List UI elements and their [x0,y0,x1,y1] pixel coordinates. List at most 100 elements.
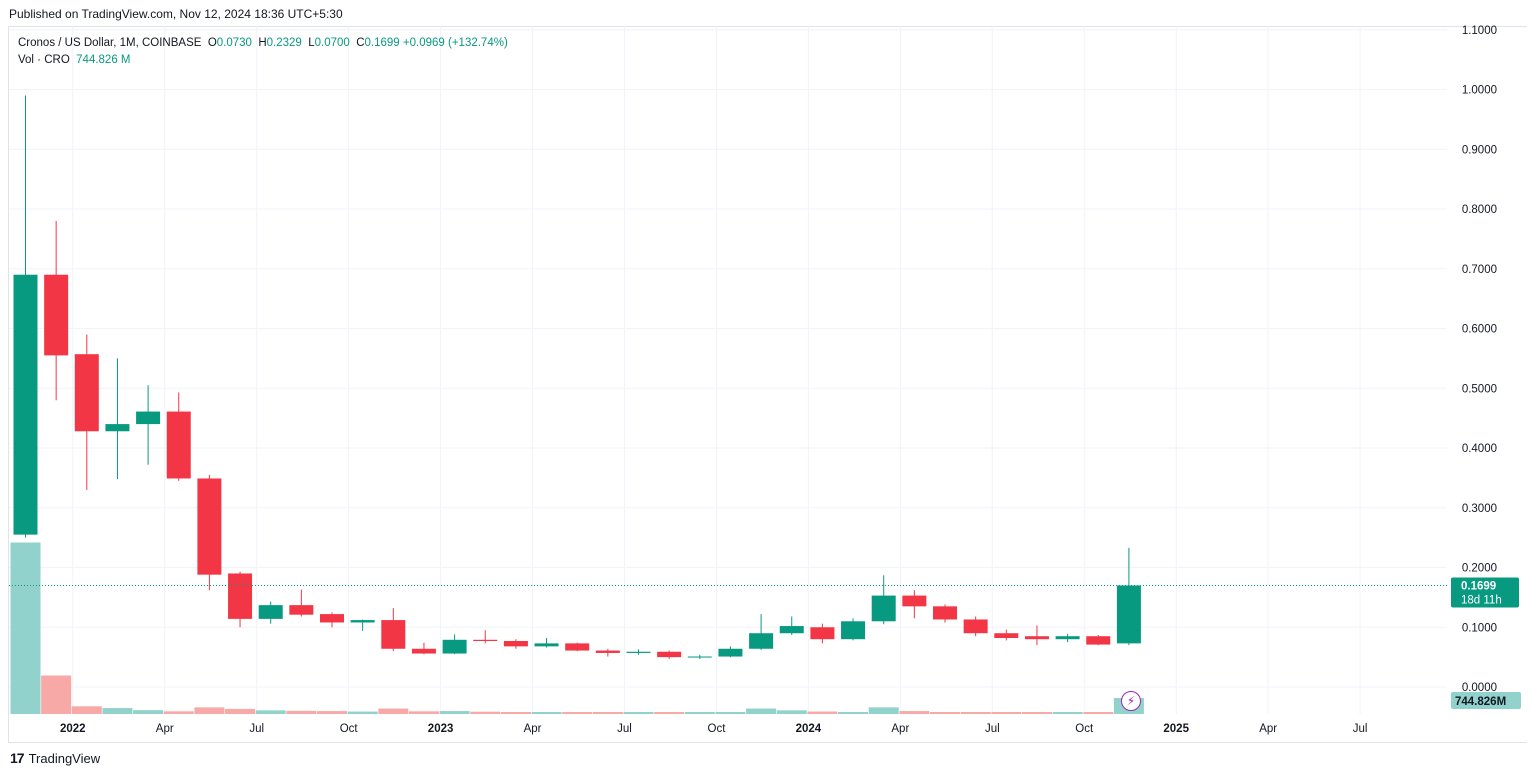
candle [442,634,467,655]
chart-pane[interactable] [8,26,1527,743]
volume-badge [1451,692,1521,709]
tradingview-brand[interactable]: 17 TradingView [10,750,100,766]
candle-body [657,651,682,658]
candle-body [442,639,467,654]
candle-body [626,651,651,653]
candle [13,95,38,538]
candle-body [258,605,283,619]
volume-bar [654,712,685,714]
time-tick-label: Oct [340,723,359,735]
volume-bar [592,712,623,714]
candle-body [320,614,344,623]
volume-bar [408,711,439,714]
candle-body [503,640,528,647]
price-tick-label: 0.6000 [1462,324,1497,336]
volume-bar [623,712,654,714]
time-tick-label: Jul [249,723,264,735]
candle [228,571,253,628]
candle-body [595,650,620,653]
candle [258,601,283,624]
close-label: C [356,37,365,49]
price-tick-label: 0.8000 [1462,204,1497,216]
volume-bar [71,706,102,714]
volume-bar [500,712,531,714]
candle-body [289,605,314,615]
candle-body [779,626,804,634]
volume-bar [286,710,317,714]
price-axis: 0.0000 0.1000 0.2000 0.3000 0.4000 0.5000 0.60… [1462,25,1497,694]
volume-bar [684,712,715,714]
candle-body [534,643,559,647]
candle [473,630,498,644]
candle [871,575,896,625]
candle [166,392,191,481]
symbol-label[interactable]: Cronos / US Dollar, 1M, COINBASE [18,37,202,49]
volume-bar [317,711,347,714]
candle-body [1086,636,1111,645]
candle-body [166,411,191,479]
candle-body [136,411,161,425]
candle [657,650,682,659]
volume-bar [255,710,286,714]
open-label: O [207,37,217,49]
volume-value: 744.826 M [76,54,131,66]
candles [13,95,1141,659]
volume-bar [470,711,501,714]
volume-bar [133,710,164,714]
candle [749,614,774,650]
time-tick-label: Jul [1353,723,1368,735]
candle-body [810,627,835,640]
candle-body [228,573,253,619]
time-tick-label: Jul [617,723,632,735]
price-tick-label: 1.0000 [1462,85,1497,97]
price-tick-label: 1.1000 [1462,25,1497,37]
candle [1055,633,1080,643]
volume-bar [807,711,838,714]
low-value: 0.0700 [314,37,350,49]
candle [289,589,314,617]
price-badge [1451,577,1519,608]
high-label: H [258,37,267,49]
candle-body [13,274,38,535]
candle-body [350,620,375,623]
volume-bar [347,711,378,714]
ohlc-row: Cronos / US Dollar, 1M, COINBASE O0.0730… [18,35,508,52]
time-tick-label: 2022 [60,723,86,735]
volume-bar [41,675,72,714]
volume-bar [746,708,777,714]
candle-body [902,595,927,607]
published-caption: Published on TradingView.com, Nov 12, 20… [9,7,343,21]
grid-lines [9,26,1447,714]
candle [626,649,651,655]
candle-body [1116,585,1141,644]
candle [718,646,743,658]
volume-bar [1083,712,1114,714]
lightning-icon[interactable]: ⚡ [1121,691,1141,711]
volume-bar [868,707,899,714]
volume-bar [899,711,930,714]
candle-body [871,595,896,622]
candle-body [473,639,498,641]
candle-body [381,620,406,649]
candle [534,638,559,648]
price-tick-label: 0.3000 [1462,503,1497,515]
high-value: 0.2329 [266,37,302,49]
candle-body [1055,636,1080,640]
candle [902,590,927,619]
volume-bar [991,712,1022,714]
candle [810,623,835,644]
candle-body [74,354,99,432]
time-tick-label: Apr [891,723,909,735]
volume-label[interactable]: Vol · CRO [18,54,70,66]
candle-body [44,274,69,356]
candle [1086,635,1111,646]
tradingview-logo-icon: 17 [10,750,25,766]
candle [136,385,161,465]
volume-bar [10,542,41,714]
volume-bar [378,708,409,714]
time-tick-label: Apr [156,723,174,735]
time-tick-label: Oct [708,723,727,735]
candle-body [718,648,743,657]
price-tick-label: 0.2000 [1462,563,1497,575]
